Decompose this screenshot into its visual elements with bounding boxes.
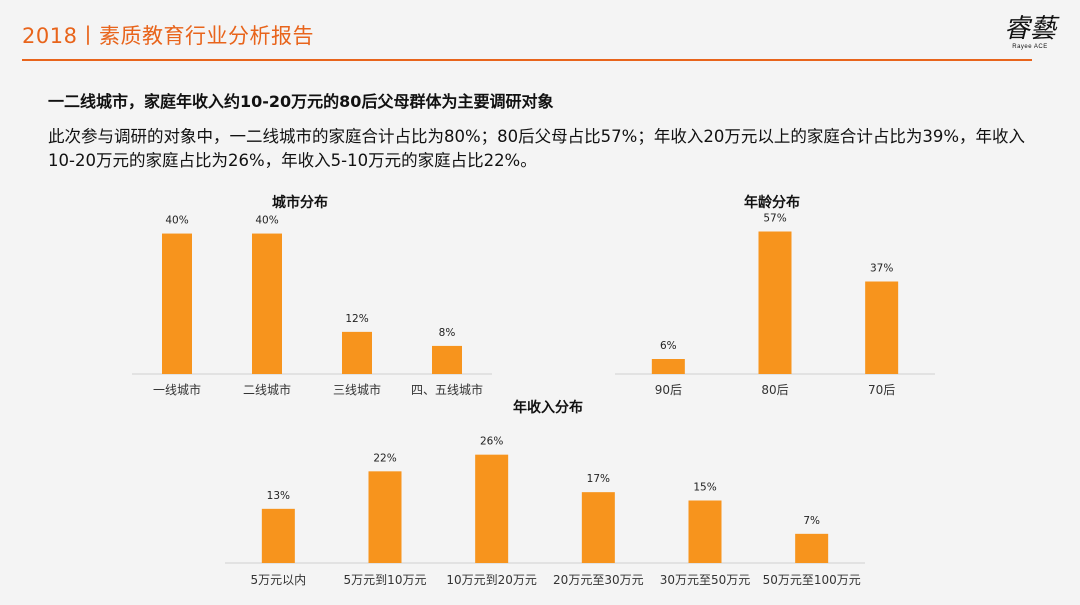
brand-logo: 睿藝 Rayee ACE — [1000, 14, 1060, 60]
city-bar — [162, 233, 192, 374]
age-data-label: 57% — [763, 213, 786, 225]
city-tick-label: 一线城市 — [153, 382, 201, 397]
income-bar — [475, 454, 509, 563]
income-data-label: 17% — [587, 473, 610, 485]
income-tick-label: 20万元至30万元 — [553, 573, 644, 587]
age-data-label: 6% — [660, 340, 677, 352]
summary-paragraph: 此次参与调研的对象中，一二线城市的家庭合计占比为80%；80后父母占比57%；年… — [48, 127, 1026, 170]
header-divider — [22, 59, 1032, 61]
age-bar — [651, 359, 685, 374]
income-bar — [795, 533, 829, 563]
city-bar — [342, 331, 372, 374]
income-distribution-chart: 年收入分布 13% 5万元以内 22% 5万元到10万元 26% 10万元到20万元 17% 2… — [225, 399, 865, 587]
income-bar — [581, 492, 615, 563]
city-tick-label: 四、五线城市 — [411, 382, 483, 397]
city-data-label: 8% — [439, 327, 456, 339]
income-data-label: 13% — [267, 490, 290, 502]
city-bar — [432, 345, 462, 374]
slide-headline: 一二线城市，家庭年收入约10-20万元的80后父母群体为主要调研对象 — [48, 92, 554, 111]
income-chart-title: 年收入分布 — [513, 399, 583, 416]
age-tick-label: 70后 — [868, 383, 895, 397]
city-bar — [252, 233, 282, 374]
report-title: 2018丨素质教育行业分析报告 — [22, 24, 314, 48]
city-distribution-chart: 城市分布 40% 一线城市 40% 二线城市 12% 三线城市 8% 四、五线城市 — [132, 194, 492, 397]
city-data-label: 40% — [255, 215, 278, 227]
age-chart-title: 年龄分布 — [744, 194, 800, 211]
logo-subtitle: Rayee ACE — [1012, 44, 1048, 50]
city-tick-label: 三线城市 — [333, 382, 381, 397]
age-distribution-chart: 年龄分布 6% 90后 57% 80后 37% 70后 — [615, 194, 935, 397]
income-data-label: 22% — [373, 452, 396, 464]
income-bar — [261, 508, 295, 563]
income-tick-label: 10万元到20万元 — [446, 573, 537, 587]
income-tick-label: 5万元以内 — [251, 573, 307, 587]
income-bar — [368, 471, 402, 563]
income-data-label: 26% — [480, 436, 503, 448]
income-bar — [688, 500, 722, 563]
income-data-label: 7% — [803, 515, 820, 527]
age-bar — [865, 281, 899, 374]
income-tick-label: 5万元到10万元 — [344, 573, 427, 587]
income-tick-label: 30万元至50万元 — [660, 573, 751, 587]
age-bar — [758, 231, 792, 374]
income-tick-label: 50万元至100万元 — [763, 573, 861, 587]
city-tick-label: 二线城市 — [243, 382, 291, 397]
city-data-label: 40% — [165, 215, 188, 227]
age-tick-label: 90后 — [655, 383, 682, 397]
age-data-label: 37% — [870, 263, 893, 275]
income-data-label: 15% — [693, 482, 716, 494]
age-tick-label: 80后 — [761, 383, 788, 397]
logo-mark: 睿藝 — [1003, 14, 1056, 44]
city-chart-title: 城市分布 — [272, 194, 328, 211]
city-data-label: 12% — [345, 313, 368, 325]
